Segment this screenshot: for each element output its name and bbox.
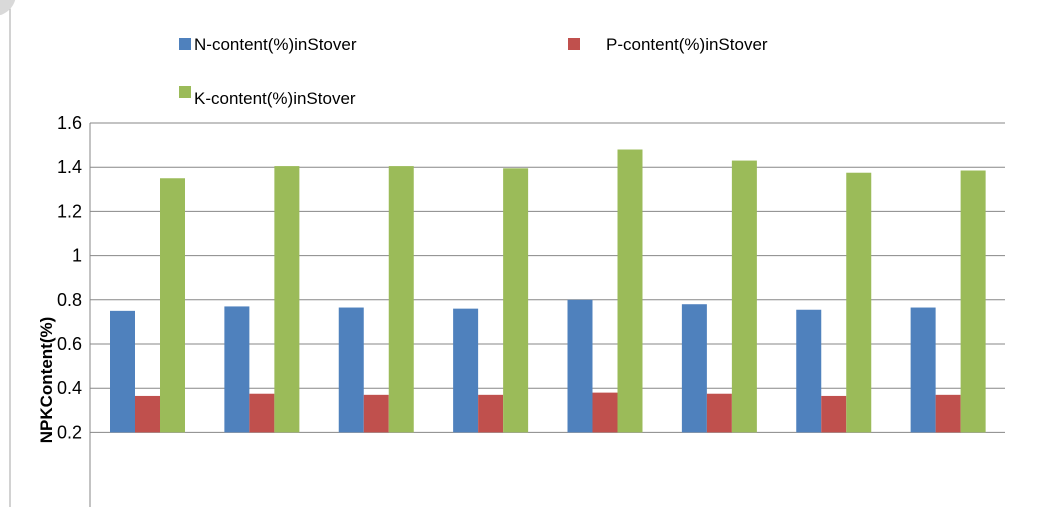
y-tick-label: 0.4 — [57, 378, 82, 398]
bar-k-1 — [160, 178, 185, 433]
y-tick-label: 0.8 — [57, 290, 82, 310]
y-tick-label: 1.2 — [57, 201, 82, 221]
y-tick-label: 1.6 — [57, 113, 82, 133]
bar-p-3 — [363, 394, 389, 433]
y-axis-title: NPKContent(%) — [37, 317, 56, 444]
bar-n-8 — [910, 307, 936, 433]
y-tick-labels: 0.2 0.4 0.6 0.8 1 1.2 1.4 1.6 — [57, 113, 82, 442]
bar-p-6 — [706, 393, 732, 433]
bar-n-4 — [453, 308, 479, 433]
bar-k-3 — [388, 166, 414, 433]
bar-k-4 — [503, 168, 529, 433]
bar-n-6 — [681, 304, 707, 433]
bar-k-6 — [731, 160, 757, 433]
legend-label-k: K-content(%)inStover — [194, 89, 356, 108]
legend-swatch-p — [568, 38, 580, 50]
y-tick-label: 0.6 — [57, 334, 82, 354]
bar-p-5 — [592, 392, 618, 433]
y-tick-label: 1 — [72, 246, 82, 266]
bar-n-2 — [224, 306, 250, 433]
bar-n-5 — [567, 299, 593, 433]
bar-p-2 — [249, 393, 275, 433]
bar-k-5 — [617, 149, 643, 433]
bar-n-3 — [338, 307, 364, 433]
legend-swatch-n — [179, 38, 191, 50]
bar-p-8 — [935, 394, 961, 433]
legend-swatch-k — [179, 86, 191, 98]
legend-label-p: P-content(%)inStover — [606, 35, 768, 54]
bar-k-7 — [846, 172, 872, 433]
legend-label-n: N-content(%)inStover — [194, 35, 357, 54]
bar-k-8 — [960, 170, 986, 433]
bar-n-7 — [796, 309, 822, 433]
bars — [110, 149, 986, 433]
bar-p-1 — [135, 395, 160, 433]
bar-p-4 — [478, 394, 504, 433]
legend: N-content(%)inStover P-content(%)inStove… — [179, 35, 768, 108]
y-tick-label: 0.2 — [57, 422, 82, 442]
y-tick-label: 1.4 — [57, 157, 82, 177]
bar-k-2 — [274, 166, 300, 433]
bar-n-1 — [110, 310, 135, 433]
bar-p-7 — [821, 395, 847, 433]
corner-decoration — [0, 0, 16, 16]
